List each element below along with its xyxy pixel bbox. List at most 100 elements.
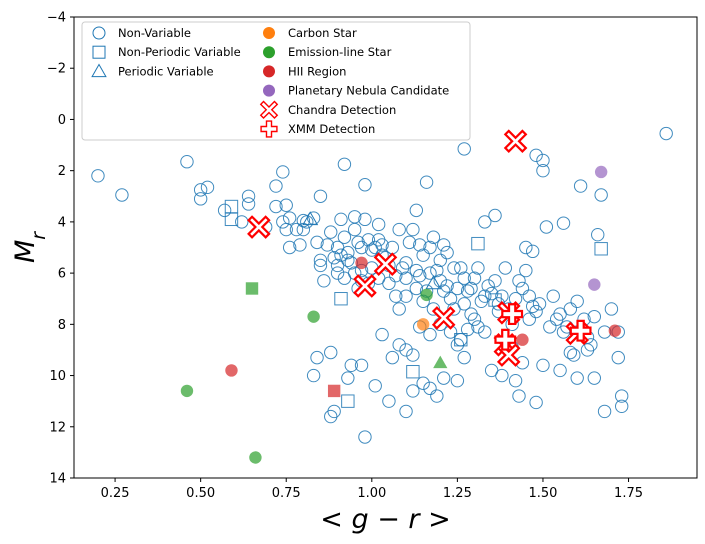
data-point xyxy=(324,409,338,424)
x-tick-label: 1.75 xyxy=(614,486,643,501)
y-tick-label: −2 xyxy=(47,62,66,77)
legend-item: Planetary Nebula Candidate xyxy=(263,84,449,98)
data-point xyxy=(436,371,451,385)
data-point xyxy=(450,281,465,296)
data-point xyxy=(587,371,602,385)
data-point xyxy=(604,302,619,316)
data-point xyxy=(347,222,362,237)
legend-marker xyxy=(260,120,278,138)
data-point xyxy=(515,281,530,296)
legend-marker xyxy=(263,65,275,78)
data-point xyxy=(488,208,502,223)
data-point xyxy=(573,179,588,193)
legend-label: Periodic Variable xyxy=(118,64,214,78)
data-point xyxy=(382,394,396,408)
data-point xyxy=(460,322,475,337)
data-point xyxy=(471,320,485,334)
data-point xyxy=(341,394,355,408)
data-point xyxy=(276,165,290,179)
data-point xyxy=(115,188,129,202)
data-point xyxy=(416,248,430,262)
y-tick-label: 8 xyxy=(58,318,66,333)
data-point xyxy=(423,327,437,342)
data-point xyxy=(368,240,382,255)
legend-label: Emission-line Star xyxy=(288,45,392,59)
legend-label: Non-Periodic Variable xyxy=(118,45,241,59)
data-point xyxy=(406,384,420,398)
data-point xyxy=(413,268,427,283)
data-point xyxy=(249,451,262,464)
data-point xyxy=(556,216,571,230)
data-point xyxy=(478,289,492,303)
data-point xyxy=(594,242,608,256)
data-point xyxy=(423,240,437,255)
data-point xyxy=(569,319,592,342)
data-point xyxy=(614,399,629,413)
legend-marker xyxy=(92,26,106,40)
data-point xyxy=(433,253,447,268)
data-point xyxy=(341,371,355,385)
data-point xyxy=(570,371,584,385)
data-point xyxy=(484,363,499,378)
legend-label: Planetary Nebula Candidate xyxy=(288,84,449,98)
data-point xyxy=(375,327,389,342)
data-point xyxy=(423,266,437,280)
data-point xyxy=(508,373,523,388)
data-point xyxy=(276,215,290,229)
data-point xyxy=(282,240,297,255)
series-emission-line-star-triangle xyxy=(433,355,448,369)
data-point xyxy=(300,215,314,229)
data-point xyxy=(302,211,319,226)
data-point xyxy=(594,165,608,179)
data-point xyxy=(594,188,608,202)
data-point xyxy=(224,199,239,214)
data-point xyxy=(563,345,578,360)
legend-marker xyxy=(259,100,279,120)
data-point xyxy=(402,235,417,250)
data-point xyxy=(553,363,567,378)
series-hii-region xyxy=(225,256,622,377)
data-point xyxy=(546,289,560,303)
data-point xyxy=(313,253,328,268)
data-point xyxy=(481,279,495,293)
x-tick-label: 1.25 xyxy=(443,486,472,501)
data-point xyxy=(447,261,461,275)
data-point xyxy=(317,274,331,288)
data-point xyxy=(282,211,297,225)
series-hii-region-square xyxy=(327,384,341,398)
data-point xyxy=(488,274,502,288)
data-point xyxy=(430,389,444,403)
data-point xyxy=(529,148,543,163)
data-point xyxy=(225,364,238,377)
data-point xyxy=(330,266,345,280)
data-point xyxy=(450,338,465,352)
data-point xyxy=(324,225,338,239)
series-non-periodic-variable xyxy=(224,199,608,408)
y-tick-label: 2 xyxy=(58,164,66,179)
data-point xyxy=(467,312,482,326)
data-point xyxy=(536,358,550,373)
data-point xyxy=(522,312,536,326)
data-point xyxy=(570,294,584,308)
data-point xyxy=(224,212,239,227)
data-point xyxy=(354,358,369,373)
x-axis-label: < g − r > xyxy=(320,504,450,535)
data-point xyxy=(269,199,283,214)
data-point xyxy=(389,289,403,303)
data-point xyxy=(399,343,413,357)
data-point xyxy=(467,271,482,285)
legend-item: HII Region xyxy=(263,64,346,78)
data-point xyxy=(597,404,612,419)
data-point xyxy=(611,350,625,365)
series-non-variable xyxy=(91,126,673,444)
data-point xyxy=(307,310,320,323)
data-point xyxy=(416,318,430,331)
data-point xyxy=(426,230,441,244)
data-point xyxy=(353,274,377,298)
x-tick-label: 0.75 xyxy=(272,486,301,501)
data-point xyxy=(519,240,533,255)
data-point xyxy=(419,175,434,189)
data-point xyxy=(457,297,471,311)
data-point xyxy=(409,203,424,218)
